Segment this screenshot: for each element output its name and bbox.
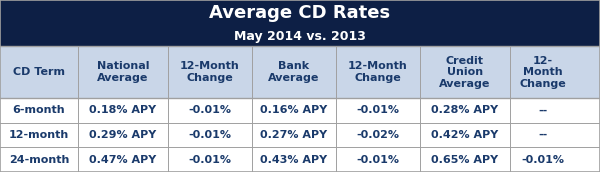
Text: 6-month: 6-month [13,105,65,115]
Text: National
Average: National Average [97,61,149,83]
FancyBboxPatch shape [0,0,600,27]
Text: 0.27% APY: 0.27% APY [260,130,328,140]
Text: 0.65% APY: 0.65% APY [431,155,499,165]
Text: 0.28% APY: 0.28% APY [431,105,499,115]
Text: --: -- [538,130,548,140]
Text: 12-month: 12-month [9,130,69,140]
Text: -0.02%: -0.02% [356,130,400,140]
Text: -0.01%: -0.01% [356,105,400,115]
Text: 0.16% APY: 0.16% APY [260,105,328,115]
Text: 0.18% APY: 0.18% APY [89,105,157,115]
FancyBboxPatch shape [0,147,600,172]
Text: 0.47% APY: 0.47% APY [89,155,157,165]
Text: May 2014 vs. 2013: May 2014 vs. 2013 [234,30,366,43]
FancyBboxPatch shape [0,27,600,46]
Text: 0.29% APY: 0.29% APY [89,130,157,140]
Text: 12-Month
Change: 12-Month Change [180,61,240,83]
Text: -0.01%: -0.01% [188,105,232,115]
Text: 12-Month
Change: 12-Month Change [348,61,408,83]
FancyBboxPatch shape [0,46,600,98]
Text: Average CD Rates: Average CD Rates [209,4,391,22]
Text: 12-
Month
Change: 12- Month Change [520,56,566,89]
Text: --: -- [538,105,548,115]
Text: 24-month: 24-month [9,155,69,165]
Text: Credit
Union
Average: Credit Union Average [439,56,491,89]
Text: 0.43% APY: 0.43% APY [260,155,328,165]
Text: Bank
Average: Bank Average [268,61,320,83]
Text: -0.01%: -0.01% [188,155,232,165]
Text: CD Term: CD Term [13,67,65,77]
Text: -0.01%: -0.01% [521,155,565,165]
FancyBboxPatch shape [0,98,600,123]
FancyBboxPatch shape [0,123,600,147]
Text: -0.01%: -0.01% [356,155,400,165]
Text: 0.42% APY: 0.42% APY [431,130,499,140]
Text: -0.01%: -0.01% [188,130,232,140]
